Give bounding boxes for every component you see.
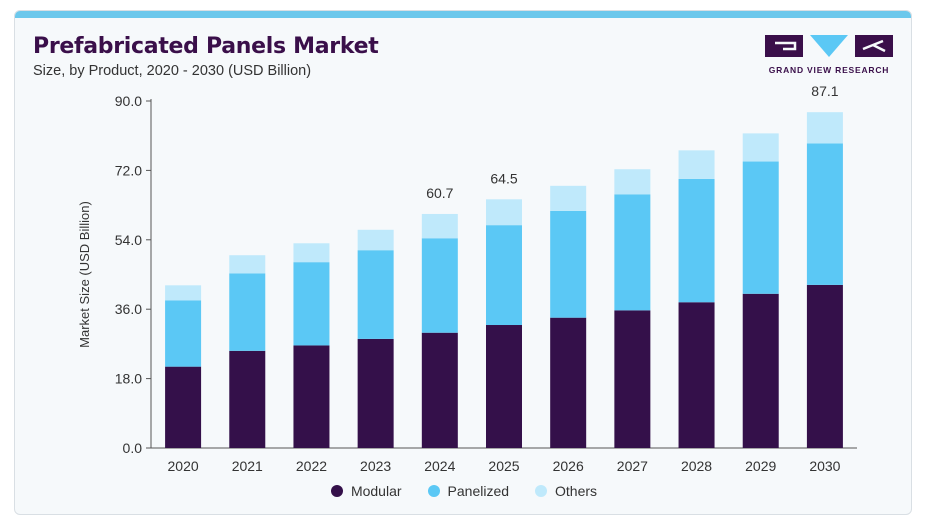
legend: Modular Panelized Others xyxy=(15,483,911,499)
bar-panelized-2029 xyxy=(742,161,779,294)
brand-logo: GRAND VIEW RESEARCH xyxy=(765,35,893,79)
total-label-2025: 64.5 xyxy=(490,170,517,186)
bar-modular-2029 xyxy=(742,293,779,448)
legend-label-others: Others xyxy=(555,483,598,499)
bar-modular-2020 xyxy=(165,366,202,448)
bar-modular-2027 xyxy=(614,310,651,448)
x-tick-label: 2030 xyxy=(809,458,840,474)
x-tick-label: 2024 xyxy=(424,458,455,474)
y-tick-label: 90.0 xyxy=(115,93,142,109)
y-tick-label: 72.0 xyxy=(115,162,142,178)
bar-others-2022 xyxy=(293,243,330,263)
bar-modular-2024 xyxy=(421,332,458,448)
bar-modular-2028 xyxy=(678,302,715,448)
bar-others-2020 xyxy=(165,285,202,301)
bar-others-2025 xyxy=(486,199,522,226)
bar-others-2023 xyxy=(357,229,394,251)
logo-text: GRAND VIEW RESEARCH xyxy=(768,65,890,75)
bar-others-2021 xyxy=(229,255,266,274)
y-tick-label: 36.0 xyxy=(115,301,142,317)
y-axis-label: Market Size (USD Billion) xyxy=(77,201,92,348)
bar-modular-2023 xyxy=(357,338,394,448)
x-tick-label: 2025 xyxy=(488,458,519,474)
total-label-2024: 60.7 xyxy=(426,185,453,201)
x-tick-label: 2023 xyxy=(360,458,391,474)
bar-others-2030 xyxy=(806,112,843,144)
bar-modular-2026 xyxy=(550,317,587,448)
x-tick-label: 2027 xyxy=(617,458,648,474)
bar-panelized-2025 xyxy=(486,225,522,326)
bar-panelized-2028 xyxy=(678,178,715,303)
legend-item-others: Others xyxy=(535,483,597,499)
legend-swatch-modular xyxy=(330,485,343,497)
chart-title: Prefabricated Panels Market xyxy=(33,34,379,59)
y-tick-label: 54.0 xyxy=(115,232,142,248)
bar-others-2027 xyxy=(614,169,651,195)
chart-card: Prefabricated Panels Market Size, by Pro… xyxy=(14,10,912,515)
x-tick-label: 2022 xyxy=(296,458,327,474)
total-label-2030: 87.1 xyxy=(811,83,838,99)
legend-label-panelized: Panelized xyxy=(447,483,510,499)
bar-modular-2021 xyxy=(229,350,266,448)
y-tick-label: 18.0 xyxy=(115,371,142,387)
bar-others-2029 xyxy=(742,133,779,162)
bar-panelized-2024 xyxy=(421,238,458,333)
bar-panelized-2026 xyxy=(550,210,587,318)
x-tick-label: 2026 xyxy=(553,458,584,474)
bar-modular-2030 xyxy=(806,284,843,448)
logo-mark-icon xyxy=(765,35,893,57)
bar-others-2028 xyxy=(678,150,715,179)
legend-swatch-panelized xyxy=(427,485,440,497)
bar-panelized-2020 xyxy=(165,300,202,367)
bar-others-2026 xyxy=(550,185,587,211)
bar-modular-2025 xyxy=(486,325,522,448)
legend-item-panelized: Panelized xyxy=(427,483,510,499)
legend-item-modular: Modular xyxy=(330,483,402,499)
legend-swatch-others xyxy=(535,485,548,497)
accent-bar xyxy=(15,11,911,18)
bar-panelized-2027 xyxy=(614,194,651,311)
bar-panelized-2023 xyxy=(357,250,394,339)
stacked-bar-chart: 0.0 18.0 36.0 54.0 72.0 90.0 Market Size (USD … xyxy=(77,83,857,474)
bar-panelized-2030 xyxy=(806,143,843,285)
bar-panelized-2022 xyxy=(293,262,330,346)
x-tick-label: 2028 xyxy=(681,458,712,474)
bar-modular-2022 xyxy=(293,345,330,448)
y-tick-label: 0.0 xyxy=(123,440,143,456)
x-tick-label: 2021 xyxy=(232,458,263,474)
x-tick-label: 2029 xyxy=(745,458,776,474)
bar-others-2024 xyxy=(421,213,458,239)
x-tick-label: 2020 xyxy=(168,458,199,474)
chart-subtitle: Size, by Product, 2020 - 2030 (USD Billi… xyxy=(33,63,312,79)
bar-panelized-2021 xyxy=(229,273,266,351)
legend-label-modular: Modular xyxy=(350,483,402,499)
